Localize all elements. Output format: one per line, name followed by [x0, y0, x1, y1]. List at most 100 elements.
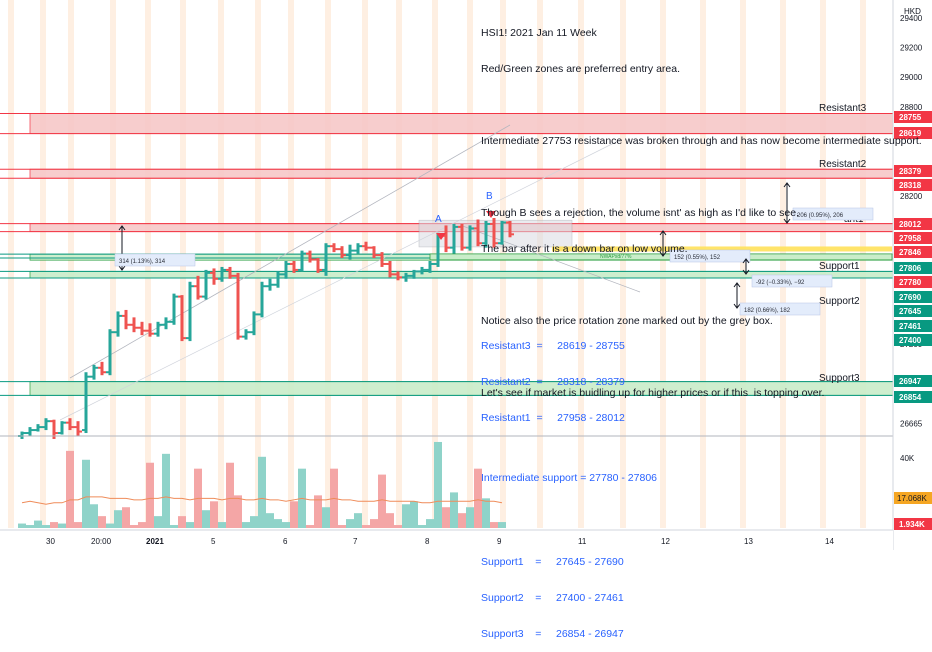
volume-bar — [170, 525, 178, 528]
volume-bar — [130, 525, 138, 528]
note-line: Notice also the price rotation zone mark… — [481, 315, 773, 327]
session-stripe — [255, 0, 261, 528]
price-tag — [894, 246, 932, 258]
price-tick: 28200 — [900, 192, 923, 201]
session-stripe — [396, 0, 402, 528]
volume-bar — [66, 450, 74, 528]
level-line: Resistant2 = 28318 - 28379 — [481, 376, 625, 388]
time-tick: 11 — [578, 537, 587, 546]
drawing-overlay: A B 314 (1.13%), 314 206 (0.95%), 206 152 (0… — [114, 182, 874, 316]
note-line: The bar after it is a down bar on low vo… — [481, 243, 688, 255]
volume-bar — [210, 501, 218, 528]
measure-arrow — [659, 230, 667, 236]
price-tick: 29200 — [900, 43, 923, 52]
measure-arrow — [659, 251, 667, 257]
session-stripe — [110, 0, 116, 528]
volume-bar — [58, 523, 66, 528]
session-stripe — [325, 0, 331, 528]
measure-label: -92 (−0.33%), −92 — [756, 280, 805, 286]
volume-bar — [42, 525, 50, 528]
volume-bars — [0, 435, 893, 528]
measure-label: 182 (0.66%), 182 — [744, 308, 791, 314]
price-axis[interactable]: HKD2940029200290002880028200272002666528… — [892, 0, 932, 550]
trading-chart: Resistant3Resistant2ant1Support1Support2… — [0, 0, 932, 550]
channel-line — [69, 124, 511, 379]
volume-bar — [362, 525, 370, 528]
session-stripe — [780, 0, 786, 528]
channel-line — [59, 139, 621, 421]
volume-bar — [34, 520, 42, 528]
measure-arrow — [742, 269, 750, 275]
measure-box — [792, 207, 874, 221]
volume-bar — [74, 522, 82, 528]
volume-bar — [410, 501, 418, 528]
note-line: Though B sees a rejection, the volume is… — [481, 207, 800, 219]
volume-bar — [202, 510, 210, 528]
volume-bar — [426, 519, 434, 528]
volume-bar — [474, 468, 482, 528]
session-stripe — [700, 0, 706, 528]
price-tick: 29400 — [900, 14, 923, 23]
volume-tag — [894, 492, 932, 504]
volume-bar — [50, 522, 58, 528]
volume-tag — [894, 518, 932, 530]
time-tick: 20:00 — [91, 537, 112, 546]
session-stripe — [68, 0, 74, 528]
zone-label: Resistant3 — [819, 103, 867, 114]
time-tick: 14 — [825, 537, 834, 546]
level-line: Support2 = 27400 - 27461 — [481, 592, 624, 604]
volume-bar — [314, 495, 322, 528]
measure-arrow — [783, 218, 791, 224]
trend-lines — [59, 124, 641, 421]
vwap-label: NWAPxd/77% — [600, 254, 632, 260]
price-tag-label: 27958 — [899, 234, 922, 243]
volume-bar — [322, 507, 330, 528]
zone-label: Support2 — [819, 296, 860, 307]
session-stripe — [537, 0, 543, 528]
price-tag — [894, 305, 932, 317]
session-stripe — [740, 0, 746, 528]
volume-bar — [258, 456, 266, 528]
volume-bar — [98, 516, 106, 528]
price-tag-label: 27690 — [899, 293, 922, 302]
volume-bar — [290, 501, 298, 528]
note-line — [481, 171, 922, 183]
level-line: Support3 = 26854 - 26947 — [481, 628, 624, 640]
volume-bar — [458, 513, 466, 528]
measure-box — [739, 302, 821, 316]
level-line: Resistant3 = 28619 - 28755 — [481, 340, 625, 352]
volume-bar — [178, 516, 186, 528]
price-bars — [18, 218, 514, 439]
volume-bar — [402, 504, 410, 528]
time-tick: 5 — [211, 537, 216, 546]
volume-bar — [450, 492, 458, 528]
measure-arrow — [733, 303, 741, 309]
measure-arrow — [118, 265, 126, 271]
zone-label: Support1 — [819, 261, 860, 272]
session-stripe — [620, 0, 626, 528]
volume-bar — [106, 523, 114, 528]
zone-label: Support3 — [819, 373, 860, 384]
time-axis[interactable]: 30 20:00 2021 5 6 7 8 9 11 12 13 14 — [0, 529, 893, 550]
price-tag — [894, 111, 932, 123]
volume-bar — [282, 522, 290, 528]
volume-bar — [442, 507, 450, 528]
volume-bar — [234, 495, 242, 528]
volume-bar — [138, 522, 146, 528]
price-tag — [894, 232, 932, 244]
measure-arrow — [118, 225, 126, 231]
volume-bar — [466, 507, 474, 528]
price-tick: 29000 — [900, 73, 923, 82]
note-line: Intermediate 27753 resistance was broken… — [481, 135, 922, 147]
measure-label: 152 (0.55%), 152 — [674, 255, 721, 261]
session-stripe — [660, 0, 666, 528]
volume-tag-label: 1.934K — [899, 520, 925, 529]
level-line: Support1 = 27645 - 27690 — [481, 556, 624, 568]
chart-note-text: HSI1! 2021 Jan 11 Week Red/Green zones a… — [481, 3, 922, 411]
price-tick: 28800 — [900, 103, 923, 112]
volume-tick: 40K — [900, 454, 915, 463]
session-stripe — [820, 0, 826, 528]
volume-bar — [418, 525, 426, 528]
marker-a-arrow — [436, 233, 446, 240]
measure-box — [114, 253, 196, 267]
